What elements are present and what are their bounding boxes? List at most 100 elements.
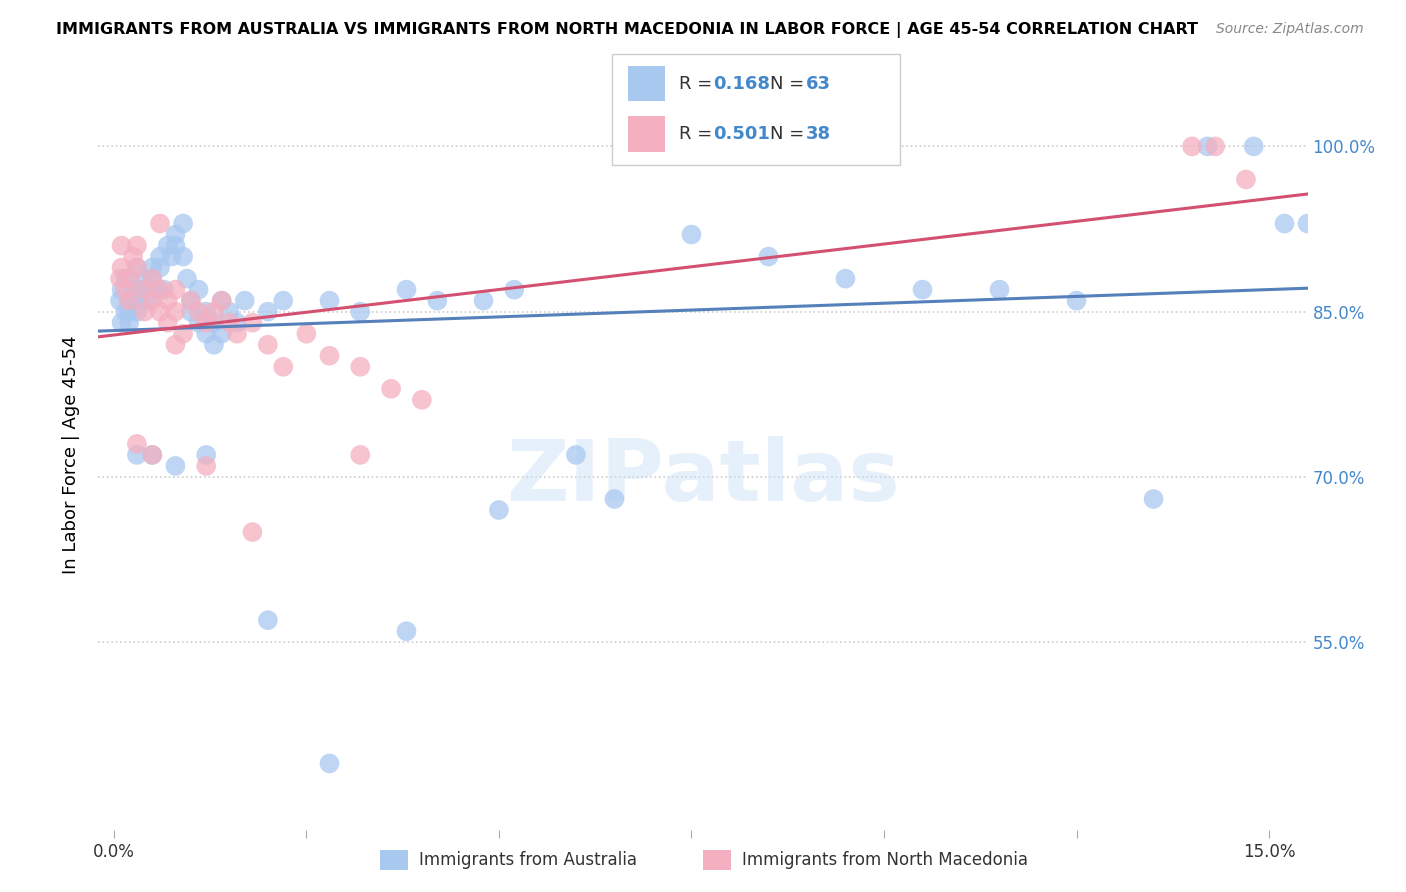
- Text: Immigrants from Australia: Immigrants from Australia: [419, 851, 637, 869]
- Text: N =: N =: [770, 125, 810, 143]
- Point: [187, 316, 209, 330]
- Point: [488, 503, 510, 517]
- Point: [218, 304, 240, 318]
- Point: [138, 293, 160, 308]
- Point: [1197, 139, 1219, 153]
- Point: [211, 293, 233, 308]
- Text: Immigrants from North Macedonia: Immigrants from North Macedonia: [742, 851, 1028, 869]
- Point: [1142, 491, 1164, 506]
- Point: [681, 227, 703, 242]
- Point: [211, 326, 233, 341]
- Point: [349, 359, 371, 374]
- Point: [187, 304, 209, 318]
- Point: [110, 260, 132, 275]
- Point: [318, 293, 340, 308]
- Point: [202, 316, 225, 330]
- Text: R =: R =: [679, 75, 718, 93]
- Point: [165, 304, 187, 318]
- Text: R =: R =: [679, 125, 718, 143]
- Text: IMMIGRANTS FROM AUSTRALIA VS IMMIGRANTS FROM NORTH MACEDONIA IN LABOR FORCE | AG: IMMIGRANTS FROM AUSTRALIA VS IMMIGRANTS …: [56, 22, 1198, 38]
- Point: [202, 304, 225, 318]
- Point: [180, 293, 202, 308]
- Point: [134, 304, 156, 318]
- Point: [472, 293, 495, 308]
- Point: [125, 260, 148, 275]
- Point: [165, 458, 187, 473]
- Point: [118, 293, 141, 308]
- Point: [165, 337, 187, 351]
- Point: [176, 271, 198, 285]
- Point: [141, 448, 163, 462]
- Point: [125, 283, 148, 297]
- Point: [180, 293, 202, 308]
- Point: [125, 238, 148, 252]
- Point: [110, 238, 132, 252]
- Point: [149, 283, 172, 297]
- Point: [395, 624, 418, 639]
- Point: [257, 304, 280, 318]
- Point: [153, 283, 176, 297]
- Point: [122, 283, 145, 297]
- Point: [125, 437, 148, 451]
- Point: [988, 283, 1011, 297]
- Text: Source: ZipAtlas.com: Source: ZipAtlas.com: [1216, 22, 1364, 37]
- Point: [149, 217, 172, 231]
- Point: [165, 283, 187, 297]
- Point: [172, 326, 194, 341]
- Point: [242, 316, 264, 330]
- Text: 0.168: 0.168: [713, 75, 770, 93]
- Point: [318, 756, 340, 771]
- Point: [195, 304, 218, 318]
- Point: [834, 271, 856, 285]
- Point: [1181, 139, 1204, 153]
- Point: [110, 283, 132, 297]
- Point: [118, 271, 141, 285]
- Point: [172, 217, 194, 231]
- Point: [110, 316, 132, 330]
- Point: [503, 283, 526, 297]
- Point: [134, 283, 156, 297]
- Point: [226, 326, 249, 341]
- Point: [187, 283, 209, 297]
- Text: ZIPatlas: ZIPatlas: [506, 436, 900, 519]
- Point: [141, 260, 163, 275]
- Point: [118, 293, 141, 308]
- Point: [211, 293, 233, 308]
- Point: [202, 337, 225, 351]
- Point: [149, 260, 172, 275]
- Point: [195, 316, 218, 330]
- Point: [134, 271, 156, 285]
- Point: [156, 238, 179, 252]
- Point: [233, 293, 256, 308]
- Point: [165, 227, 187, 242]
- Point: [134, 283, 156, 297]
- Point: [125, 260, 148, 275]
- Point: [1274, 217, 1296, 231]
- Point: [395, 283, 418, 297]
- Point: [114, 283, 136, 297]
- Point: [257, 337, 280, 351]
- Point: [1243, 139, 1265, 153]
- Point: [758, 250, 780, 264]
- Text: N =: N =: [770, 75, 810, 93]
- Point: [411, 392, 433, 407]
- Point: [156, 316, 179, 330]
- Point: [114, 304, 136, 318]
- Point: [149, 250, 172, 264]
- Point: [114, 271, 136, 285]
- Point: [226, 316, 249, 330]
- Point: [565, 448, 588, 462]
- Point: [1066, 293, 1088, 308]
- Point: [603, 491, 626, 506]
- Text: 63: 63: [806, 75, 831, 93]
- Point: [195, 458, 218, 473]
- Point: [122, 250, 145, 264]
- Point: [271, 293, 294, 308]
- Point: [257, 613, 280, 627]
- Point: [118, 304, 141, 318]
- Text: 38: 38: [806, 125, 831, 143]
- Point: [141, 271, 163, 285]
- Point: [195, 448, 218, 462]
- Point: [1204, 139, 1226, 153]
- Point: [380, 382, 402, 396]
